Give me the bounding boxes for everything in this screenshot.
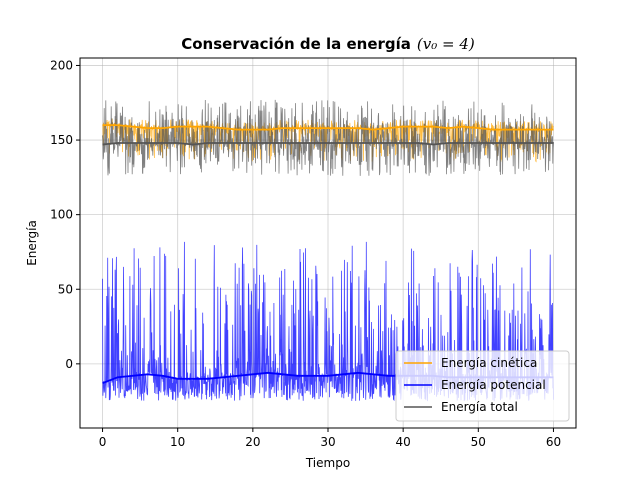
y-tick-label: 150 bbox=[50, 133, 73, 147]
y-tick-label: 50 bbox=[58, 282, 73, 296]
x-tick-label: 0 bbox=[99, 435, 107, 449]
x-tick-label: 30 bbox=[320, 435, 335, 449]
y-tick-label: 200 bbox=[50, 58, 73, 72]
y-axis-label: Energía bbox=[25, 220, 39, 266]
legend: Energía cinética Energía potencial Energ… bbox=[395, 350, 570, 422]
series-line-total bbox=[102, 142, 554, 146]
fluctuation-total bbox=[102, 99, 554, 176]
y-tick-label: 0 bbox=[65, 357, 73, 371]
y-tick-label: 100 bbox=[50, 208, 73, 222]
series-line-kinetic bbox=[102, 124, 554, 131]
x-tick-label: 50 bbox=[471, 435, 486, 449]
x-tick-label: 60 bbox=[546, 435, 561, 449]
x-tick-label: 10 bbox=[170, 435, 185, 449]
legend-label-total: Energía total bbox=[441, 400, 518, 414]
legend-box bbox=[395, 350, 570, 422]
x-tick-label: 40 bbox=[396, 435, 411, 449]
chart-title: Conservación de la energía (v₀ = 4) bbox=[181, 35, 475, 53]
ticks-layer: 0 10 20 30 40 50 60 0 50 100 150 200 bbox=[50, 58, 561, 449]
legend-label-kinetic: Energía cinética bbox=[441, 356, 537, 370]
x-tick-label: 20 bbox=[245, 435, 260, 449]
x-axis-label: Tiempo bbox=[305, 456, 350, 470]
legend-label-potential: Energía potencial bbox=[441, 378, 546, 392]
